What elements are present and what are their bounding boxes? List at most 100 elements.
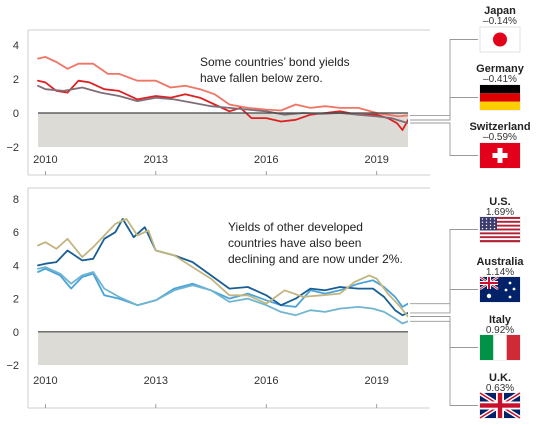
- x-tick-label: 2010: [33, 375, 57, 387]
- country-name: Switzerland: [469, 121, 530, 133]
- us-flag-stripe: [480, 230, 520, 233]
- australia-flag-star: [486, 293, 492, 299]
- x-tick-label: 2010: [33, 154, 57, 166]
- italy-flag-green: [480, 335, 494, 360]
- us-flag-star: [481, 218, 484, 220]
- us-flag-stripe: [480, 232, 520, 235]
- leader-line: [410, 97, 478, 121]
- us-flag-star: [481, 227, 484, 230]
- x-tick-label: 2016: [254, 375, 278, 387]
- y-tick-label: 8: [13, 194, 19, 206]
- germany-flag-black: [480, 85, 520, 94]
- us-flag-stripe: [480, 236, 520, 239]
- us-flag-canton: [480, 217, 497, 231]
- country-yield-value: 0.63%: [486, 383, 514, 394]
- y-tick-label: 2: [13, 74, 19, 86]
- country-name: U.K.: [489, 372, 511, 384]
- country-yield-value: –0.41%: [483, 74, 517, 85]
- australia-flag-star: [508, 281, 512, 285]
- country-label-switzerland: Switzerland–0.59%: [410, 121, 531, 169]
- australia-flag-star: [508, 295, 512, 299]
- switzerland-flag-cross-h: [492, 153, 508, 158]
- chart-panel-bottom: 8 6 4 2 0 −2 2010 2013 2016 2019 Yields of other d…: [6, 187, 524, 420]
- series-lines: [37, 56, 408, 131]
- us-flag-star: [485, 218, 488, 220]
- australia-flag-star: [504, 288, 508, 292]
- series-line-italy: [37, 218, 408, 318]
- country-name: Italy: [489, 314, 512, 326]
- chart-annotation: have fallen below zero.: [200, 71, 323, 85]
- y-tick-label: −2: [6, 142, 19, 154]
- y-tick-label: 4: [13, 40, 19, 52]
- us-flag-star: [485, 224, 488, 227]
- leader-line: [410, 39, 478, 116]
- series-line-switzerland: [37, 84, 408, 124]
- y-tick-label: 6: [13, 227, 19, 239]
- us-flag-stripe: [480, 234, 520, 237]
- us-flag-stripe: [480, 220, 520, 223]
- us-flag-stripe: [480, 226, 520, 229]
- y-tick-label: 2: [13, 294, 19, 306]
- country-yield-value: –0.14%: [483, 16, 517, 27]
- x-tick-label: 2013: [144, 154, 168, 166]
- country-label-japan: Japan–0.14%: [410, 5, 521, 116]
- us-flag-stripe: [480, 218, 520, 222]
- us-flag-star: [493, 221, 496, 223]
- germany-flag-gold: [480, 101, 520, 110]
- country-label-germany: Germany–0.41%: [410, 63, 525, 121]
- negative-yield-band: [38, 113, 408, 147]
- italy-flag-red: [506, 335, 520, 360]
- us-flag-star: [489, 218, 492, 220]
- leader-line: [410, 122, 478, 156]
- series-line-uk: [37, 266, 408, 325]
- italy-flag-white: [493, 335, 507, 360]
- y-tick-label: 4: [13, 260, 19, 272]
- negative-yield-band: [38, 331, 408, 365]
- us-flag-stripe: [480, 222, 520, 225]
- country-label-uk: U.K.0.63%: [410, 320, 522, 420]
- us-flag-stripe: [480, 238, 520, 241]
- us-flag-star: [493, 218, 496, 220]
- country-yield-value: 0.92%: [486, 325, 514, 336]
- y-tick-label: 0: [13, 108, 19, 120]
- leader-line: [410, 229, 478, 305]
- x-tick-label: 2013: [144, 375, 168, 387]
- us-flag-star: [481, 221, 484, 223]
- series-line-australia: [37, 218, 408, 317]
- leader-line: [410, 320, 478, 406]
- country-yield-value: 1.69%: [486, 207, 514, 218]
- japan-flag-disc: [493, 32, 507, 47]
- us-flag-star: [485, 221, 488, 223]
- us-flag-star: [481, 224, 484, 227]
- australia-flag-cross-red: [480, 282, 498, 284]
- us-flag-star: [493, 224, 496, 227]
- x-tick-label: 2019: [364, 375, 388, 387]
- x-tick-label: 2019: [364, 154, 388, 166]
- country-name: Australia: [476, 256, 524, 268]
- us-flag-stripe: [480, 224, 520, 227]
- y-tick-label: −2: [6, 360, 19, 372]
- chart-annotation: countries have also been: [228, 236, 361, 250]
- series-line-us: [37, 267, 408, 308]
- series-line-japan: [37, 56, 408, 118]
- series-lines: [37, 218, 408, 325]
- us-flag-star: [489, 224, 492, 227]
- x-tick-label: 2016: [254, 154, 278, 166]
- us-flag-star: [485, 227, 488, 230]
- us-flag-stripe: [480, 228, 520, 231]
- country-label-us: U.S.1.69%: [410, 196, 521, 305]
- germany-flag-red: [480, 93, 520, 102]
- country-name: U.S.: [489, 196, 510, 208]
- chart-annotation: Some countries’ bond yields: [200, 55, 350, 69]
- us-flag-star: [489, 227, 492, 230]
- chart-annotation: Yields of other developed: [228, 220, 363, 234]
- chart-annotation: declining and are now under 2%.: [228, 252, 403, 266]
- us-flag-stripe: [480, 217, 520, 220]
- us-flag-stripe: [480, 240, 520, 243]
- chart-panel-top: 4 2 0 −2 2010 2013 2016 2019 Some countries’ bon…: [6, 5, 531, 176]
- country-name: Germany: [476, 63, 525, 75]
